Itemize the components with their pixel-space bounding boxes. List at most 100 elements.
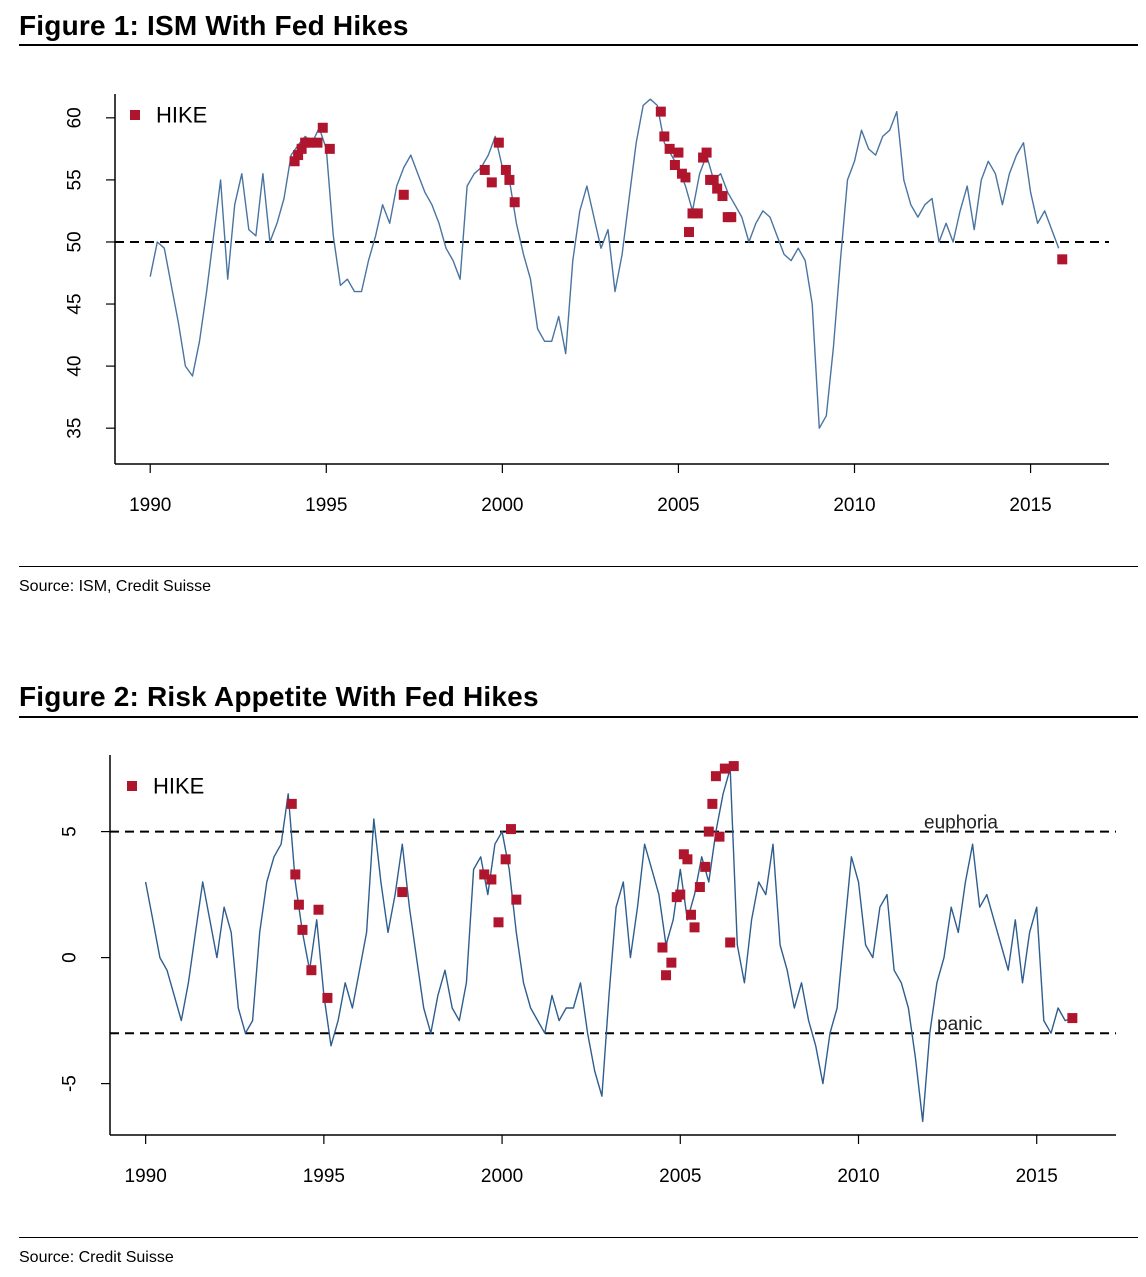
hike-point	[504, 174, 515, 185]
hike-point	[479, 869, 490, 880]
figure-1-title: Figure 1: ISM With Fed Hikes	[19, 10, 409, 41]
y-tick-label: -5	[60, 1075, 81, 1092]
hike-point	[306, 965, 317, 976]
figure-2-plot: 5 0 -5 1990 1995 2000 2005 2010 2015 euphoria pani…	[60, 755, 1116, 1187]
y-tick-label: 5	[60, 826, 81, 837]
hike-point	[692, 208, 703, 219]
reference-label-panic: panic	[937, 1014, 982, 1035]
y-tick-label: 40	[65, 356, 86, 377]
hike-point	[694, 882, 705, 893]
figure-1-plot: 60 55 50 45 40 35 1990 1995 2000 2005 2010 2015 HIKE	[65, 94, 1109, 516]
hike-point	[324, 143, 335, 154]
y-tick-label: 50	[65, 231, 86, 252]
y-tick-label: 35	[65, 418, 86, 439]
hike-point	[687, 208, 698, 219]
x-tick-label: 1990	[129, 495, 171, 516]
x-tick-label: 2010	[833, 495, 875, 516]
hike-point	[1067, 1013, 1078, 1024]
hike-point	[486, 874, 497, 885]
figure-2-title-rule	[19, 716, 1138, 718]
y-tick-label: 55	[65, 169, 86, 190]
hike-point	[666, 957, 677, 968]
hike-point	[682, 854, 693, 865]
y-tick-label: 0	[60, 952, 81, 963]
hike-point	[511, 894, 522, 905]
hike-point	[664, 143, 675, 154]
hike-point	[703, 826, 714, 837]
hike-point	[710, 771, 721, 782]
hike-point	[313, 904, 324, 915]
figure-2-bottom-rule	[19, 1237, 1138, 1238]
hike-point	[322, 992, 333, 1003]
hike-point	[657, 942, 668, 953]
figure-2-chart: 5 0 -5 1990 1995 2000 2005 2010 2015 euphoria pani…	[60, 755, 1116, 1187]
x-tick-label: 2010	[837, 1166, 879, 1187]
hike-point	[500, 854, 511, 865]
x-tick-label: 2005	[657, 495, 699, 516]
legend-marker	[127, 781, 137, 791]
hike-point	[312, 137, 323, 148]
hike-point	[293, 899, 304, 910]
figure-1-title-rule	[19, 44, 1138, 46]
hike-point	[1057, 254, 1068, 265]
hike-point	[726, 212, 737, 223]
series-line	[144, 767, 1073, 1123]
hike-point	[719, 763, 730, 774]
hike-point	[286, 798, 297, 809]
hike-point	[678, 849, 689, 860]
hike-point	[683, 227, 694, 238]
hike-point	[493, 137, 504, 148]
hike-point	[505, 824, 516, 835]
hike-point	[303, 137, 314, 148]
y-tick-label: 60	[65, 107, 86, 128]
hike-point	[717, 191, 728, 202]
x-tick-label: 2000	[481, 1166, 523, 1187]
hike-point	[714, 831, 725, 842]
hike-point	[712, 183, 723, 194]
figure-2-source: Source: Credit Suisse	[19, 1249, 174, 1266]
x-tick-label: 1990	[125, 1166, 167, 1187]
hike-point	[659, 131, 670, 142]
legend-marker	[130, 110, 140, 120]
reference-label-euphoria: euphoria	[924, 813, 998, 834]
series-line	[149, 98, 1060, 429]
hike-point	[296, 143, 307, 154]
hike-point	[397, 887, 408, 898]
hike-point	[685, 909, 696, 920]
legend-label: HIKE	[156, 103, 207, 128]
x-tick-label: 1995	[303, 1166, 345, 1187]
x-tick-label: 2015	[1016, 1166, 1058, 1187]
legend-label: HIKE	[153, 774, 204, 799]
hike-point	[290, 869, 301, 880]
x-tick-label: 1995	[305, 495, 347, 516]
figure-1-chart: 60 55 50 45 40 35 1990 1995 2000 2005 2010 2015 HIKE	[65, 94, 1109, 516]
hike-point	[486, 177, 497, 188]
hike-point	[669, 160, 680, 170]
hike-point	[700, 861, 711, 872]
hike-point	[289, 156, 300, 167]
figure-1-source: Source: ISM, Credit Suisse	[19, 578, 212, 595]
hike-point	[707, 798, 718, 809]
hike-point	[317, 122, 328, 133]
hike-point	[297, 924, 308, 935]
x-tick-label: 2015	[1009, 495, 1051, 516]
hike-point	[708, 174, 719, 185]
hike-point	[661, 970, 672, 981]
hike-point	[673, 147, 684, 158]
hike-point	[509, 197, 520, 208]
hike-point	[493, 917, 504, 928]
hike-point	[675, 889, 686, 900]
hike-point	[680, 172, 691, 183]
hike-point	[701, 147, 712, 158]
hike-point	[398, 189, 409, 200]
hike-point	[655, 106, 666, 117]
y-tick-label: 45	[65, 293, 86, 314]
hike-point	[500, 164, 511, 175]
x-tick-label: 2000	[481, 495, 523, 516]
hike-point	[479, 164, 490, 175]
x-tick-label: 2005	[659, 1166, 701, 1187]
figure-1-bottom-rule	[19, 566, 1138, 567]
hike-point	[725, 937, 736, 948]
figure-2-title: Figure 2: Risk Appetite With Fed Hikes	[19, 681, 539, 712]
hike-point	[728, 761, 739, 772]
